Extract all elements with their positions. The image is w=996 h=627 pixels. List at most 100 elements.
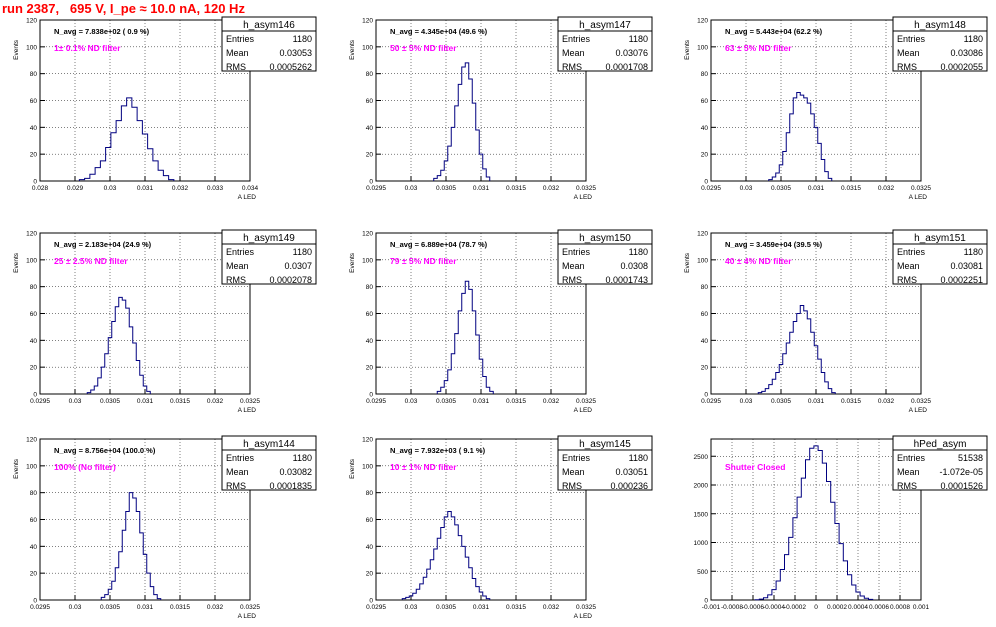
y-tick-label: 20	[366, 152, 374, 159]
x-tick-label: 0.033	[207, 185, 224, 192]
stat-value: 1180	[964, 34, 983, 44]
x-tick-label: 0.0315	[506, 604, 526, 611]
y-axis-label: Events	[13, 252, 20, 273]
stat-value: 0.0002055	[940, 62, 983, 72]
x-tick-label: 0.0295	[701, 398, 721, 405]
x-tick-label: 0.0325	[240, 398, 260, 405]
histogram-title: h_asym148	[914, 20, 966, 31]
x-tick-label: 0.0295	[366, 604, 386, 611]
stat-name: Entries	[562, 34, 591, 44]
filter-label: Shutter Closed	[725, 462, 785, 472]
stat-name: RMS	[562, 275, 582, 285]
y-tick-label: 20	[30, 152, 38, 159]
stat-name: Entries	[562, 247, 591, 257]
x-tick-label: 0.0305	[771, 398, 791, 405]
x-tick-label: -0.0006	[742, 604, 764, 611]
x-axis-label: A LED	[909, 194, 928, 201]
y-tick-label: 120	[697, 18, 708, 25]
stat-value: 0.03076	[615, 48, 648, 58]
y-tick-label: 0	[704, 179, 708, 186]
stat-name: RMS	[897, 481, 917, 491]
x-tick-label: 0.031	[473, 604, 490, 611]
n-avg-annotation: N_avg = 8.756e+04 (100.0 %)	[54, 446, 156, 455]
y-tick-label: 60	[366, 98, 374, 105]
y-tick-label: 80	[366, 490, 374, 497]
y-tick-label: 100	[26, 463, 37, 470]
stat-name: RMS	[897, 275, 917, 285]
stat-name: Entries	[226, 247, 255, 257]
stat-value: 0.0001835	[269, 481, 312, 491]
stat-name: Entries	[226, 34, 255, 44]
x-tick-label: 0.029	[67, 185, 84, 192]
y-tick-label: 120	[362, 437, 373, 444]
stat-value: 0.03051	[615, 467, 648, 477]
x-tick-label: 0.034	[242, 185, 259, 192]
n-avg-annotation: N_avg = 3.459e+04 (39.5 %)	[725, 240, 823, 249]
y-tick-label: 100	[362, 44, 373, 51]
stat-name: RMS	[562, 62, 582, 72]
x-tick-label: 0.031	[137, 604, 154, 611]
x-tick-label: 0.0004	[848, 604, 868, 611]
x-tick-label: -0.001	[702, 604, 721, 611]
x-tick-label: 0.031	[473, 185, 490, 192]
x-tick-label: 0.0315	[170, 604, 190, 611]
x-tick-label: 0	[814, 604, 818, 611]
x-tick-label: 0.032	[543, 185, 560, 192]
x-tick-label: 0.0295	[30, 398, 50, 405]
stat-name: RMS	[226, 62, 246, 72]
stat-name: Mean	[897, 467, 920, 477]
y-tick-label: 20	[30, 571, 38, 578]
x-tick-label: 0.032	[207, 604, 224, 611]
histogram-title: h_asym144	[243, 439, 295, 450]
y-tick-label: 60	[701, 311, 709, 318]
y-axis-label: Events	[13, 39, 20, 60]
stat-value: 0.03086	[950, 48, 983, 58]
y-tick-label: 80	[30, 284, 38, 291]
x-tick-label: 0.032	[207, 398, 224, 405]
x-axis-label: A LED	[238, 194, 257, 201]
x-tick-label: 0.03	[405, 398, 418, 405]
y-tick-label: 0	[369, 392, 373, 399]
y-tick-label: 100	[697, 44, 708, 51]
x-tick-label: 0.03	[104, 185, 117, 192]
stat-name: Mean	[897, 261, 920, 271]
stat-value: 1180	[629, 247, 648, 257]
y-tick-label: 80	[30, 490, 38, 497]
y-tick-label: 120	[26, 18, 37, 25]
x-axis-label: A LED	[574, 194, 593, 201]
stat-value: 1180	[629, 34, 648, 44]
stat-value: 0.03082	[279, 467, 312, 477]
stat-value: 1180	[964, 247, 983, 257]
y-tick-label: 20	[30, 365, 38, 372]
x-tick-label: 0.0305	[436, 604, 456, 611]
x-axis-label: A LED	[909, 407, 928, 414]
y-tick-label: 0	[33, 179, 37, 186]
filter-label: 10 ± 1% ND filter	[390, 462, 457, 472]
x-tick-label: -0.0008	[721, 604, 743, 611]
n-avg-annotation: N_avg = 4.345e+04 (49.6 %)	[390, 27, 488, 36]
y-tick-label: 60	[701, 98, 709, 105]
x-tick-label: 0.03	[405, 185, 418, 192]
y-tick-label: 100	[362, 257, 373, 264]
stat-value: 0.0002251	[940, 275, 983, 285]
y-tick-label: 0	[704, 392, 708, 399]
x-tick-label: 0.0315	[506, 398, 526, 405]
y-tick-label: 60	[366, 311, 374, 318]
y-tick-label: 80	[701, 71, 709, 78]
x-tick-label: 0.0305	[100, 398, 120, 405]
x-tick-label: 0.032	[172, 185, 189, 192]
stat-value: -1.072e-05	[939, 467, 983, 477]
y-tick-label: 100	[362, 463, 373, 470]
x-tick-label: 0.031	[137, 398, 154, 405]
stat-name: Mean	[562, 48, 585, 58]
x-tick-label: 0.0315	[170, 398, 190, 405]
